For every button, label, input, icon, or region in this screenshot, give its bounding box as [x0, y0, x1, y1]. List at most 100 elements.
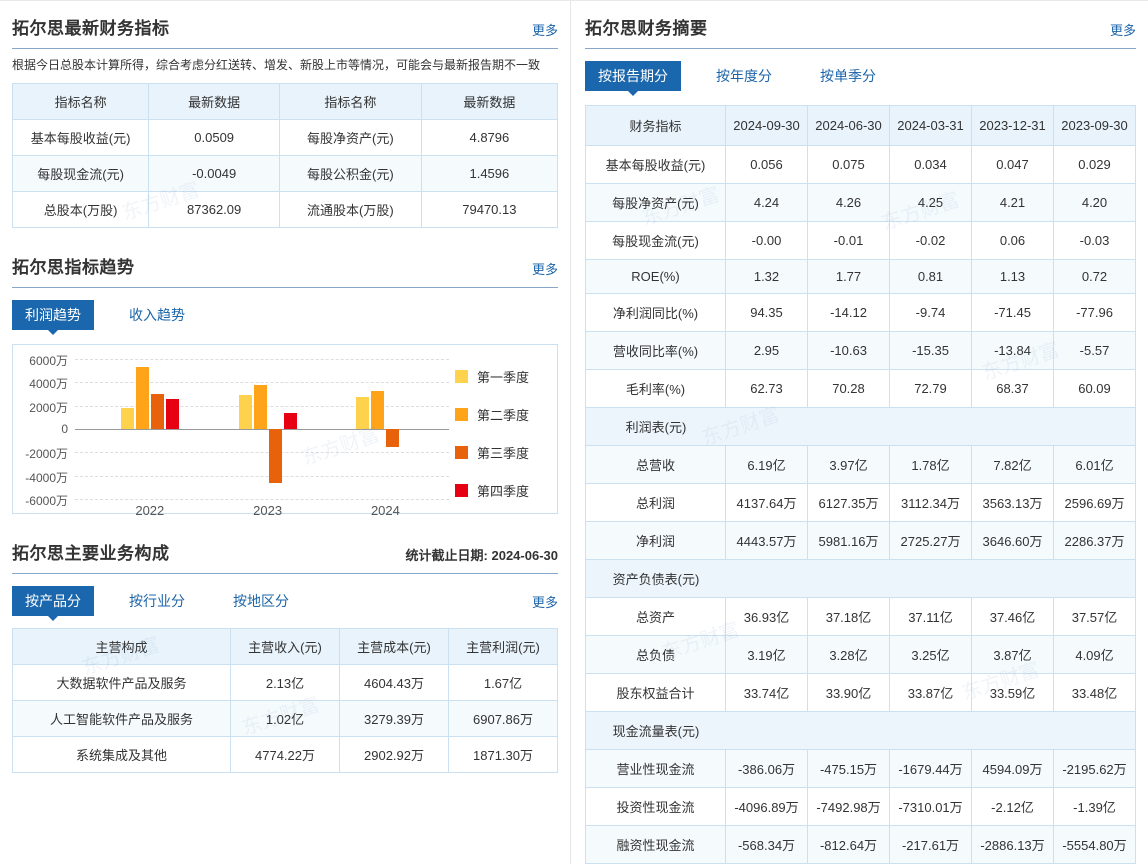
tab-by-single-quarter[interactable]: 按单季分	[820, 68, 876, 84]
y-axis-tick: -6000万	[25, 494, 68, 508]
chart-bar-2022-q2	[135, 367, 149, 429]
table-cell: 3.87亿	[971, 635, 1054, 674]
row-label: 基本每股收益(元)	[11, 119, 150, 156]
col-header: 2024-06-30	[807, 105, 890, 146]
table-cell: 1.78亿	[889, 445, 972, 484]
table-row: 每股净资产(元) 4.24 4.26 4.25 4.21 4.20	[585, 183, 1136, 222]
row-label: 融资性现金流	[585, 825, 726, 864]
table-cell: 3112.34万	[889, 483, 972, 522]
chart-gridline	[75, 382, 449, 384]
row-label: 总资产	[585, 597, 726, 636]
table-cell: 79470.13	[420, 191, 559, 228]
table-row: 净利润同比(%) 94.35 -14.12 -9.74 -71.45 -77.96	[585, 293, 1136, 332]
tab-revenue-trend[interactable]: 收入趋势	[129, 307, 185, 323]
tab-by-industry[interactable]: 按行业分	[129, 593, 185, 609]
row-label: 每股现金流(元)	[11, 155, 150, 192]
bar-group-2023	[238, 359, 297, 499]
table-row: 营业性现金流 -386.06万 -475.15万 -1679.44万 4594.09万 -…	[585, 749, 1136, 788]
table-cell: 6.19亿	[725, 445, 808, 484]
legend-label: 第三季度	[477, 446, 530, 461]
legend-swatch	[455, 408, 468, 421]
table-cell: 4137.64万	[725, 483, 808, 522]
more-link-trend[interactable]: 更多	[531, 262, 558, 277]
table-cell: -10.63	[807, 331, 890, 370]
more-link-business[interactable]: 更多	[531, 594, 558, 610]
table-cell: 7.82亿	[971, 445, 1054, 484]
table-cell: 33.59亿	[971, 673, 1054, 712]
trend-tabs: 利润趋势 收入趋势	[12, 300, 558, 335]
table-cell: 4.25	[889, 183, 972, 222]
table-row: 总利润 4137.64万 6127.35万 3112.34万 3563.13万 2596.…	[585, 483, 1136, 522]
table-row: 人工智能软件产品及服务 1.02亿 3279.39万 6907.86万	[12, 700, 558, 737]
table-cell: 0.029	[1053, 145, 1136, 184]
tab-profit-trend[interactable]: 利润趋势	[12, 300, 94, 335]
table-header-row: 指标名称 最新数据 指标名称 最新数据	[11, 83, 559, 120]
table-cell: 5981.16万	[807, 521, 890, 560]
table-cell: 2.95	[725, 331, 808, 370]
more-link-latest[interactable]: 更多	[531, 23, 558, 38]
right-column: 拓尔思财务摘要 更多 按报告期分 按年度分 按单季分 财务指标 2024-09-…	[571, 1, 1148, 864]
legend-label: 第四季度	[477, 484, 530, 499]
table-cell: -217.61万	[889, 825, 972, 864]
table-cell: 每股净资产(元)	[279, 119, 422, 156]
legend-swatch	[455, 370, 468, 383]
row-label: 净利润	[585, 521, 726, 560]
row-label: 大数据软件产品及服务	[12, 664, 231, 701]
row-label: 每股净资产(元)	[585, 183, 726, 222]
row-label: 营收同比率(%)	[585, 331, 726, 370]
col-header: 指标名称	[11, 83, 150, 120]
table-cell: 2596.69万	[1053, 483, 1136, 522]
section-header: 拓尔思财务摘要 更多	[585, 5, 1136, 49]
tab-by-report-period[interactable]: 按报告期分	[585, 61, 681, 96]
row-label: 总股本(万股)	[11, 191, 150, 228]
table-cell: 1.67亿	[448, 664, 558, 701]
table-cell: 62.73	[725, 369, 808, 408]
table-cell: -386.06万	[725, 749, 808, 788]
table-row: ROE(%) 1.32 1.77 0.81 1.13 0.72	[585, 259, 1136, 294]
table-cell: 3.97亿	[807, 445, 890, 484]
table-cell: 1.4596	[420, 155, 559, 192]
table-cell: 4774.22万	[230, 736, 340, 773]
row-label: 毛利率(%)	[585, 369, 726, 408]
chart-gridline	[75, 452, 449, 454]
row-label: ROE(%)	[585, 259, 726, 294]
table-cell: 0.0509	[148, 119, 281, 156]
table-cell: 0.075	[807, 145, 890, 184]
table-cell: 2.13亿	[230, 664, 340, 701]
row-label: 投资性现金流	[585, 787, 726, 826]
table-cell: 0.81	[889, 259, 972, 294]
statement-section-row: 利润表(元)	[585, 407, 1136, 446]
table-cell: -0.03	[1053, 221, 1136, 260]
col-header: 主营构成	[12, 628, 231, 665]
tab-by-product[interactable]: 按产品分	[12, 586, 94, 621]
chart-plot-column: 2022 2023 2024	[75, 359, 449, 518]
table-cell: -2.12亿	[971, 787, 1054, 826]
col-header: 2023-12-31	[971, 105, 1054, 146]
tab-by-year[interactable]: 按年度分	[716, 68, 772, 84]
statement-section-cell: 现金流量表(元)	[585, 711, 1136, 750]
y-axis-tick: 0	[61, 422, 68, 436]
more-link-summary[interactable]: 更多	[1109, 23, 1136, 38]
table-cell: 60.09	[1053, 369, 1136, 408]
tab-by-region[interactable]: 按地区分	[233, 593, 289, 609]
chart-bar-2023-q2	[253, 385, 267, 429]
table-cell: 0.72	[1053, 259, 1136, 294]
statement-section-label: 现金流量表(元)	[612, 724, 700, 739]
x-axis-label: 2022	[135, 503, 165, 518]
table-cell: -0.02	[889, 221, 972, 260]
table-cell: 70.28	[807, 369, 890, 408]
table-cell: 每股公积金(元)	[279, 155, 422, 192]
statement-section-label: 资产负债表(元)	[612, 572, 700, 587]
table-cell: 2902.92万	[339, 736, 449, 773]
table-cell: 33.90亿	[807, 673, 890, 712]
table-cell: -7492.98万	[807, 787, 890, 826]
row-label: 总利润	[585, 483, 726, 522]
statement-section-cell: 利润表(元)	[585, 407, 1136, 446]
chart-y-axis: 6000万 4000万 2000万 0 -2000万 -4000万 -6000万	[21, 354, 75, 508]
table-cell: 3.25亿	[889, 635, 972, 674]
table-row: 系统集成及其他 4774.22万 2902.92万 1871.30万	[12, 736, 558, 773]
section-header: 拓尔思主要业务构成 统计截止日期: 2024-06-30	[12, 530, 558, 574]
legend-swatch	[455, 446, 468, 459]
table-cell: 2725.27万	[889, 521, 972, 560]
row-label: 基本每股收益(元)	[585, 145, 726, 184]
